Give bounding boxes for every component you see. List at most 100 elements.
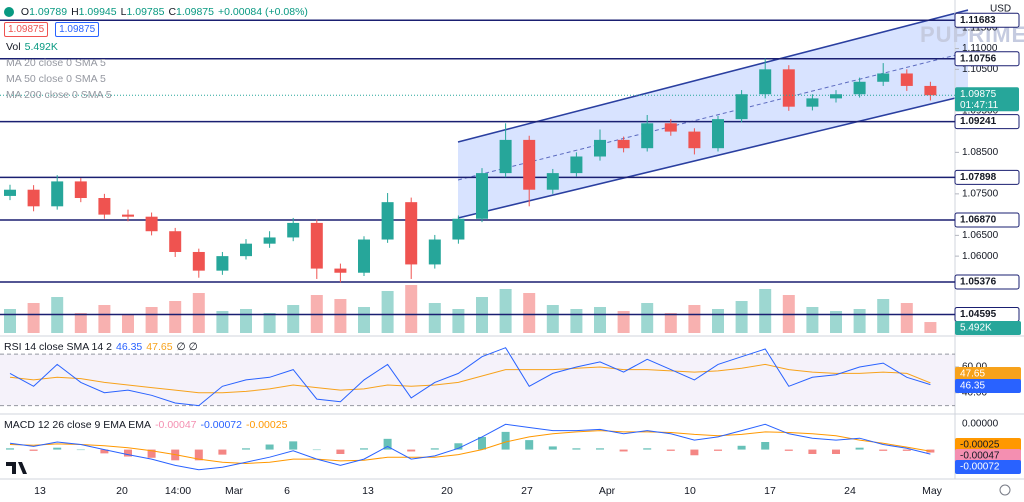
rsi-last: 46.35 [960, 381, 985, 392]
volume-bar [192, 293, 205, 333]
y-tick-label: 1.11500 [962, 22, 998, 33]
volume-bar [358, 307, 370, 333]
macd-hist-bar [902, 449, 911, 451]
macd-hist-bar [430, 448, 439, 450]
macd-hist-bar [53, 447, 62, 450]
x-tick-label: 13 [362, 485, 374, 497]
macd-title: MACD 12 26 close 9 EMA EMA [4, 419, 152, 431]
volume-legend: Vol 5.492K [6, 40, 62, 54]
macd-hist-bar [242, 448, 250, 450]
volume-bar [877, 299, 890, 333]
macd-header: MACD 12 26 close 9 EMA EMA -0.00047 -0.000… [4, 418, 291, 432]
macd-hist-bar [76, 449, 85, 451]
ohlc-label: C [168, 6, 177, 18]
volume-bar [145, 307, 158, 333]
candle-body [51, 181, 64, 207]
settings-icon[interactable] [999, 484, 1011, 496]
macd-signal-last: -0.00025 [960, 440, 1000, 451]
macd-hist-bar [454, 443, 463, 450]
rsi-sma-last: 47.65 [960, 369, 985, 380]
candle-body [900, 73, 913, 86]
ma-legend: MA 20 close 0 SMA 5 [6, 57, 106, 69]
macd-signal-last-box [955, 438, 1021, 452]
macd-hist-bar [336, 449, 345, 454]
x-tick-label: 27 [521, 485, 533, 497]
macd-hist-bar [312, 449, 321, 451]
ohlc-label: H [71, 6, 79, 18]
volume-bar [428, 303, 441, 333]
macd-hist-bar [501, 431, 510, 450]
rsi-header: RSI 14 close SMA 14 2 46.35 47.65 ∅ ∅ [4, 340, 202, 354]
x-tick-label: 24 [844, 485, 856, 497]
candle-body [381, 202, 394, 240]
volume-bar [334, 299, 347, 333]
candle-body [452, 218, 465, 240]
last-price-box [955, 87, 1019, 112]
candle-body [924, 85, 937, 96]
ohlc-value: 1.09785 [126, 6, 165, 18]
candle-body [830, 94, 842, 99]
volume-bar [263, 313, 276, 333]
volume-axis-label: 5.492K [960, 323, 992, 334]
candle-body [358, 239, 370, 273]
ohlc-value: 1.09789 [29, 6, 68, 18]
volume-bar [169, 301, 182, 333]
macd-signal-value: -0.00025 [245, 419, 288, 431]
candle-body [310, 222, 323, 269]
level-label-box [954, 51, 1020, 67]
volume-bar [594, 307, 606, 333]
x-tick-label: Mar [225, 485, 244, 497]
level-label: 1.10756 [960, 53, 997, 64]
volume-bar [452, 309, 465, 333]
macd-hist-bar [690, 449, 699, 456]
candle-body [782, 69, 795, 107]
macd-hist-bar [383, 438, 392, 450]
ask-box[interactable]: 1.09875 [55, 22, 100, 37]
volume-bar [641, 303, 654, 333]
currency[interactable]: USD [990, 4, 1011, 15]
candle-body [334, 268, 347, 273]
candle-body [216, 256, 229, 271]
ohlc-value: 1.09945 [78, 6, 117, 18]
candle-body [27, 189, 40, 207]
volume-bar [806, 307, 819, 333]
channel-lower [457, 94, 969, 219]
macd-hist-bar [407, 449, 416, 452]
bid-box[interactable]: 1.09875 [4, 22, 49, 37]
macd-hist-bar [572, 448, 581, 450]
rsi-value: 46.35 [115, 341, 143, 353]
macd-hist-bar [29, 449, 38, 451]
macd-hist-bar [289, 441, 298, 450]
y-tick-label: 1.06500 [962, 230, 999, 241]
change: +0.00084 (+0.08%) [218, 6, 308, 18]
volume-bar [4, 309, 16, 333]
volume-bar [617, 311, 630, 333]
macd-hist-bar [761, 442, 770, 450]
macd-hist-bar [147, 449, 156, 458]
macd-hist-bar [619, 449, 628, 452]
ma-legend: MA 200 close 0 SMA 5 [6, 89, 112, 101]
y-tick-label: 1.07500 [962, 189, 999, 200]
ma-legends: MA 20 close 0 SMA 5 MA 50 close 0 SMA 5 MA… [6, 56, 116, 104]
level-label: 1.04595 [960, 309, 997, 320]
macd-hist-bar [666, 449, 675, 451]
volume-bar [523, 293, 536, 333]
ohlc-value: 1.09875 [176, 6, 214, 18]
symbol-icon[interactable] [4, 7, 14, 18]
macd-hist-bar [525, 440, 534, 450]
candle-body [641, 123, 654, 149]
macd-value: -0.00072 [200, 419, 242, 431]
macd-last-box [955, 460, 1021, 474]
level-label: 1.05376 [960, 277, 997, 288]
volume-bar [287, 305, 300, 333]
macd-hist-last-box [955, 449, 1021, 463]
volume-label: Vol [6, 41, 21, 53]
macd-hist-bar [100, 449, 109, 454]
volume-bar [546, 305, 559, 333]
x-tick-label: 17 [764, 485, 776, 497]
macd-hist-bar [548, 446, 557, 450]
rsi-title: RSI 14 close SMA 14 2 [4, 341, 112, 353]
volume-bar [735, 301, 748, 333]
